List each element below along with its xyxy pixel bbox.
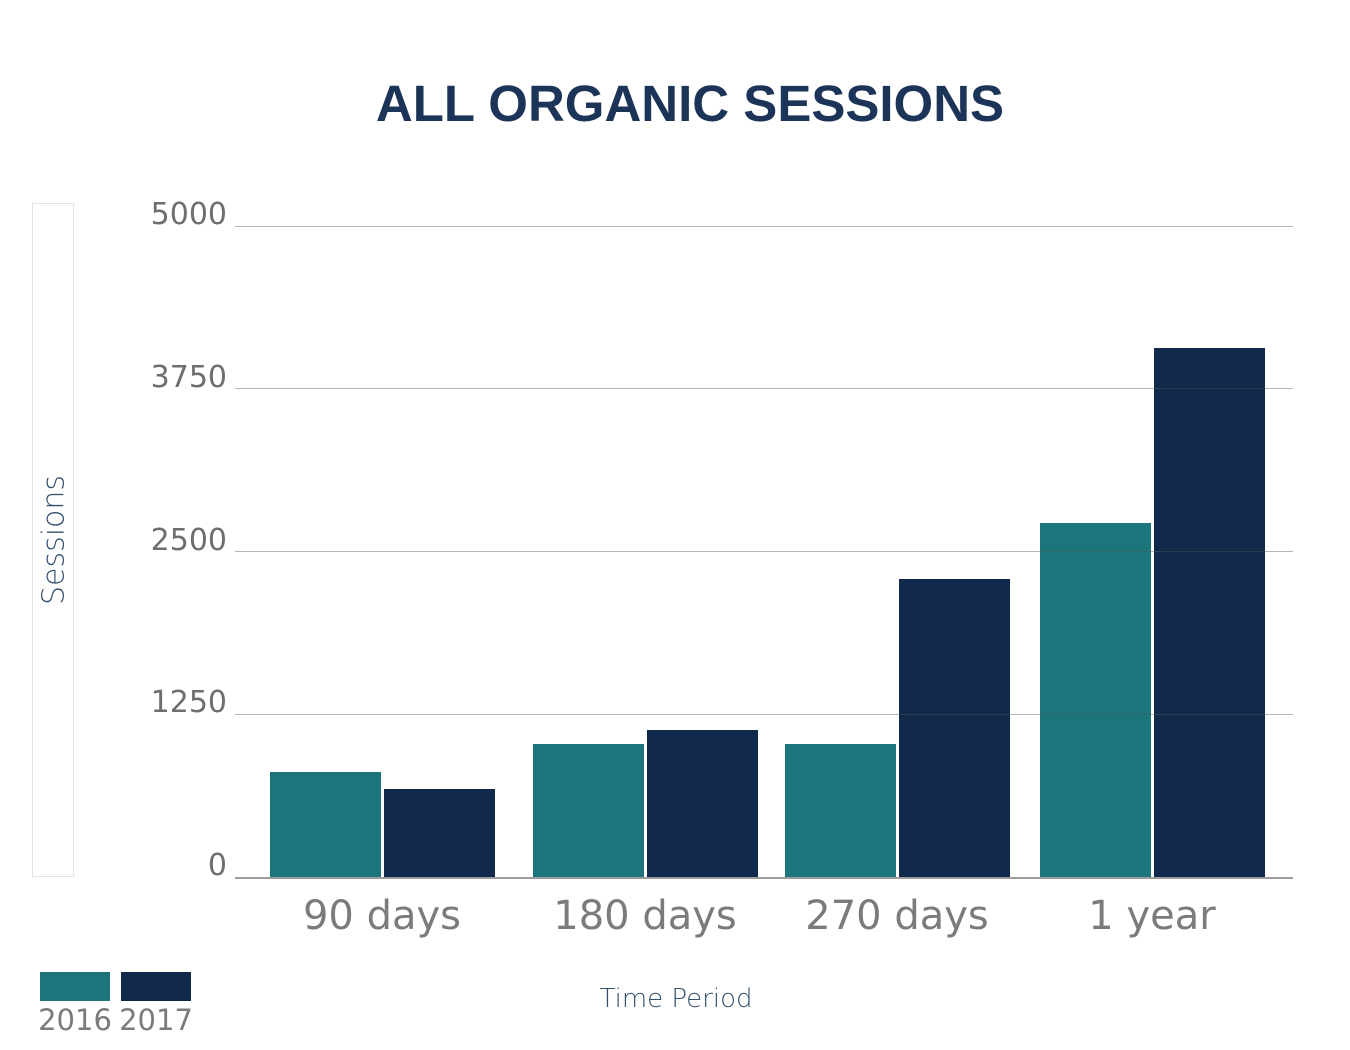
legend-item-2016: 2016 [38, 972, 112, 1037]
x-tick-label-1-year: 1 year [1088, 893, 1216, 939]
legend-swatch-2017 [121, 972, 191, 1001]
legend-label-2017: 2017 [119, 1003, 193, 1037]
legend: 2016 2017 [38, 972, 193, 1037]
x-axis-title: Time Period [599, 984, 753, 1014]
x-axis-line [235, 877, 1293, 879]
y-tick-label-0: 0 [207, 848, 227, 883]
y-axis-band [32, 203, 74, 877]
bar-2016-90-days [269, 771, 381, 877]
y-tick-label-1250: 1250 [150, 685, 227, 721]
chart-title: ALL ORGANIC SESSIONS [375, 75, 1005, 132]
bar-2017-1-year [1153, 348, 1265, 877]
bar-2016-270-days [784, 744, 896, 877]
bar-2017-270-days [898, 578, 1010, 877]
gridline-3750 [235, 388, 1293, 390]
y-tick-label-2500: 2500 [150, 522, 227, 558]
x-tick-label-90-days: 90 days [302, 893, 462, 939]
gridline-1250 [235, 713, 1293, 715]
x-tick-label-180-days: 180 days [553, 893, 737, 939]
y-tick-label-5000: 5000 [150, 197, 227, 232]
gridline-2500 [235, 551, 1293, 552]
legend-swatch-2016 [40, 972, 110, 1001]
legend-label-2016: 2016 [38, 1003, 112, 1037]
y-tick-label-3750: 3750 [150, 359, 227, 395]
bar-2016-180-days [532, 744, 644, 877]
legend-item-2017: 2017 [119, 972, 193, 1037]
bar-2017-180-days [646, 729, 758, 877]
bar-2016-1-year [1039, 522, 1151, 877]
gridline-5000 [235, 225, 1293, 227]
bar-2017-90-days [383, 789, 495, 877]
x-tick-label-270-days: 270 days [805, 893, 989, 939]
